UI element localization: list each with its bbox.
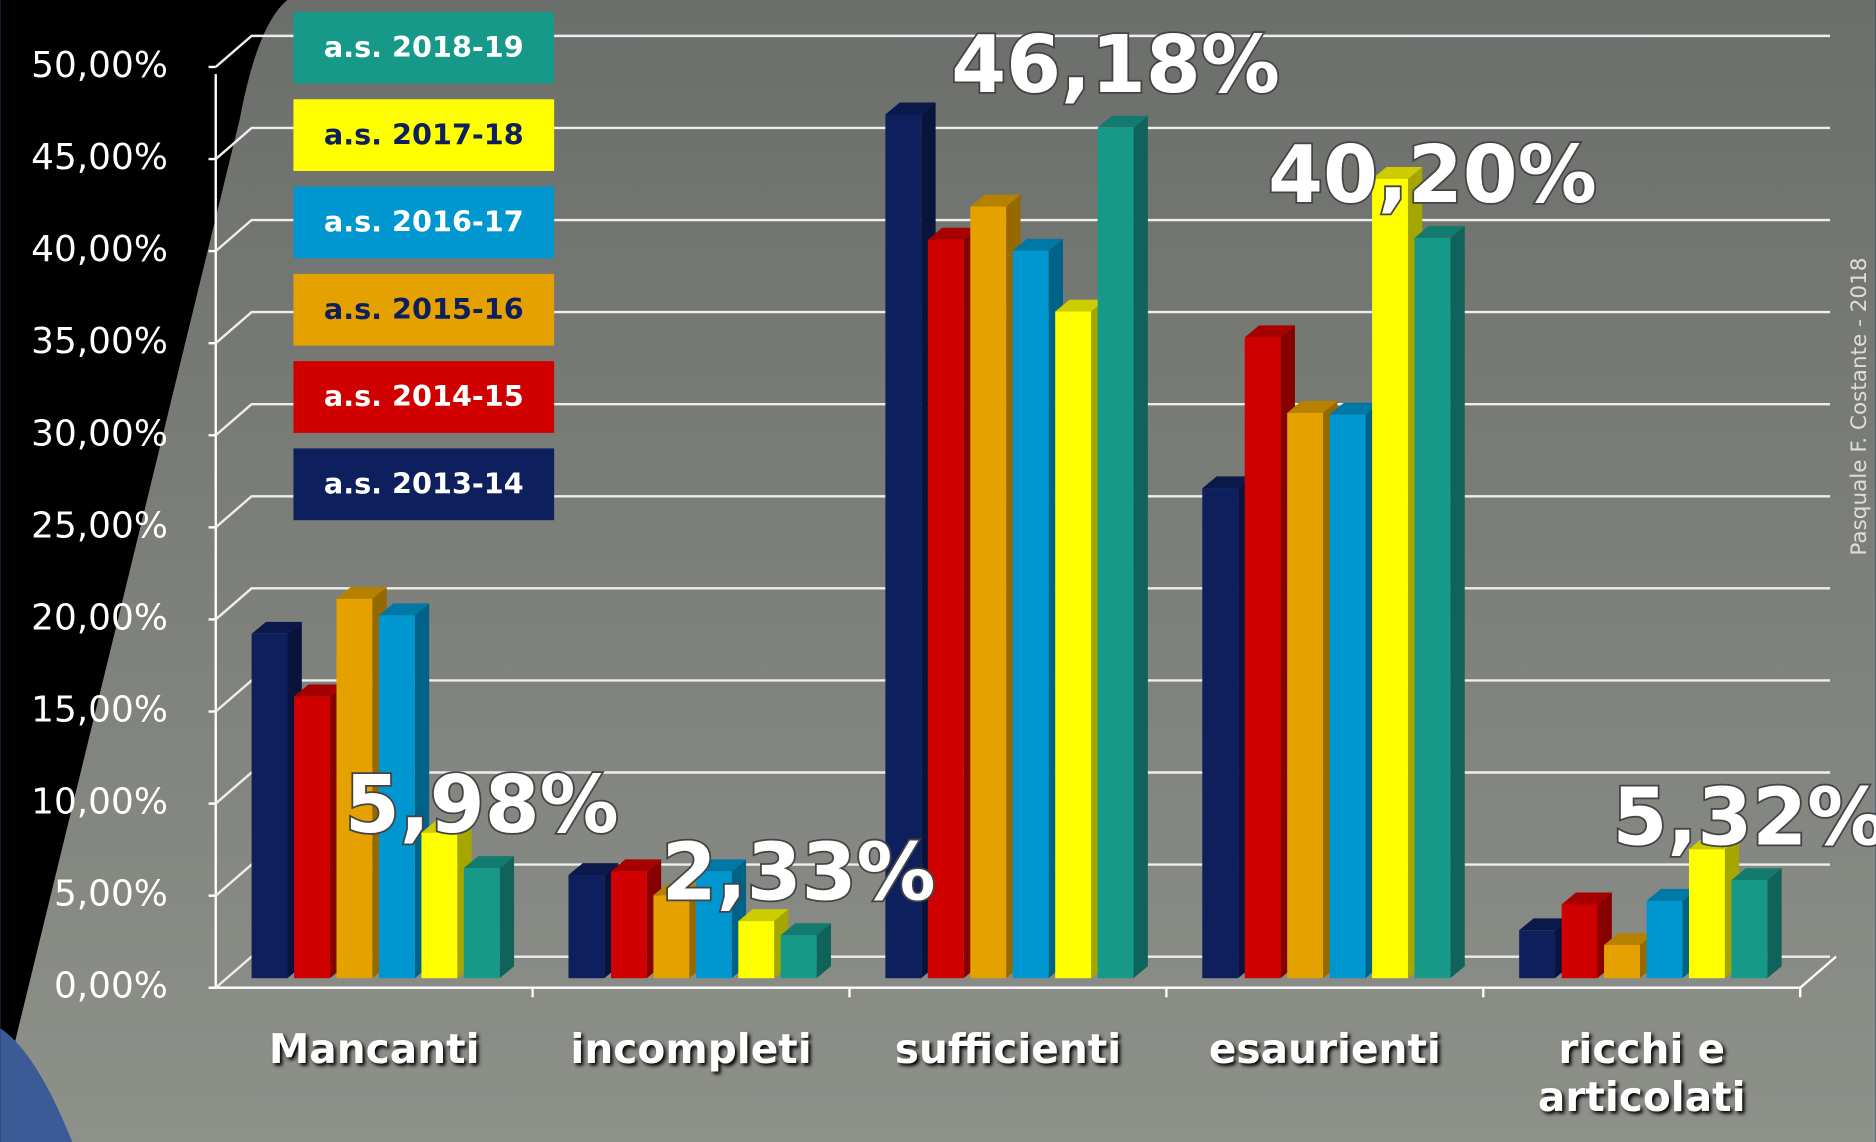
bar-side (500, 856, 514, 978)
y-tick-label: 45,00% (31, 137, 168, 178)
y-tick-label: 30,00% (31, 413, 168, 454)
y-tick-label: 10,00% (31, 782, 168, 823)
bar-side (1450, 226, 1464, 978)
legend-label: a.s. 2014-15 (324, 379, 524, 413)
x-tick-label-box: sufficienti (873, 1026, 1142, 1142)
legend-label: a.s. 2013-14 (324, 466, 524, 500)
y-tick-label: 50,00% (31, 45, 168, 86)
x-tick-label: ricchi e articolati (1507, 1026, 1776, 1122)
value-label: 2,33% (662, 826, 936, 918)
bar (568, 875, 604, 978)
value-label: 40,20% (1268, 129, 1597, 221)
bar (970, 207, 1006, 979)
bar (1287, 413, 1323, 978)
bar (1098, 128, 1134, 978)
y-tick-label: 5,00% (54, 874, 168, 915)
y-tick-label: 25,00% (31, 505, 168, 546)
y-tick-label: 35,00% (31, 321, 168, 362)
x-tick-label: sufficienti (873, 1026, 1142, 1074)
y-tick-label: 0,00% (54, 966, 168, 1007)
bar-side (1767, 868, 1781, 978)
bar (1689, 849, 1725, 978)
legend-label: a.s. 2017-18 (324, 117, 524, 151)
bar (1647, 901, 1683, 978)
bar (1245, 337, 1281, 978)
value-label: 46,18% (951, 19, 1280, 111)
credit: Pasquale F. Costante - 2018 (1847, 258, 1872, 556)
bar (1415, 238, 1451, 978)
legend-label: a.s. 2018-19 (324, 30, 524, 64)
y-tick-label: 15,00% (31, 690, 168, 731)
bar (781, 935, 817, 978)
bar (464, 868, 500, 978)
value-label: 5,32% (1612, 771, 1876, 863)
bar (738, 921, 774, 978)
x-tick-label-box: Mancanti (240, 1026, 509, 1142)
bar (1055, 312, 1091, 979)
legend-label: a.s. 2016-17 (324, 205, 524, 239)
y-tick-label: 40,00% (31, 229, 168, 270)
bar (1202, 488, 1238, 978)
x-tick-label-box: ricchi e articolati (1507, 1026, 1776, 1142)
bar (611, 871, 647, 978)
bar (1330, 415, 1366, 979)
x-tick-label: Mancanti (240, 1026, 509, 1074)
bar (252, 634, 288, 978)
legend-label: a.s. 2015-16 (324, 292, 524, 326)
bar (1731, 880, 1767, 978)
chart: Pasquale F. Costante - 2018 0,00% 5,00% 10… (0, 0, 1876, 1142)
bar (1372, 179, 1408, 978)
y-tick-label: 20,00% (31, 597, 168, 638)
bar (1562, 905, 1598, 979)
bar (421, 833, 457, 978)
x-tick-label-box: incompleti (557, 1026, 826, 1142)
value-label: 5,98% (345, 759, 619, 851)
bar (294, 696, 330, 978)
x-tick-label: esaurienti (1190, 1026, 1459, 1074)
bar (1013, 251, 1049, 978)
bar (1604, 945, 1640, 978)
bar (1519, 930, 1555, 978)
x-tick-label-box: esaurienti (1190, 1026, 1459, 1142)
x-tick-label: incompleti (557, 1026, 826, 1074)
bar-side (1134, 116, 1148, 978)
